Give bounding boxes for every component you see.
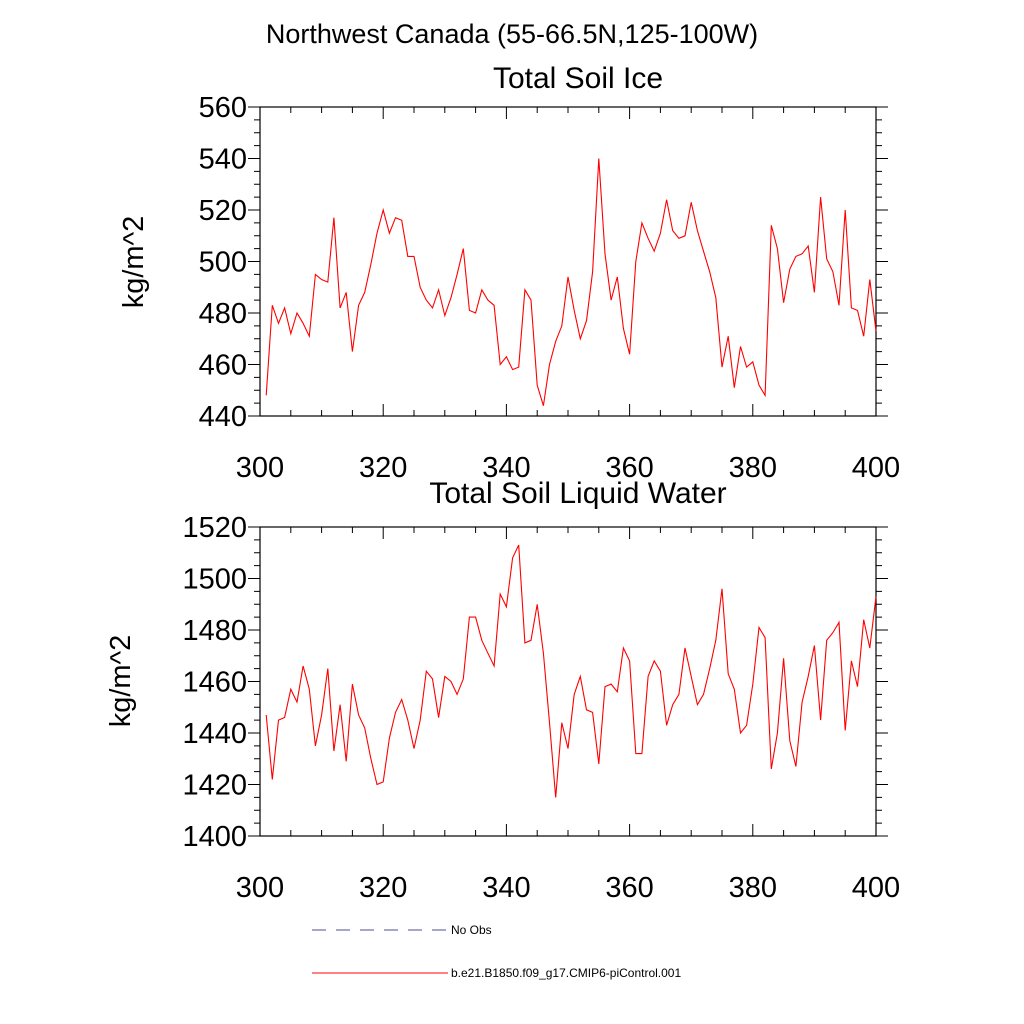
panel-title: Total Soil Liquid Water	[429, 477, 726, 510]
x-tick-label: 320	[359, 452, 407, 484]
x-tick-label: 340	[482, 452, 530, 484]
y-tick-label: 1480	[182, 615, 247, 647]
y-axis-label: kg/m^2	[105, 635, 137, 728]
plot-frame	[259, 526, 877, 837]
x-tick-label: 360	[605, 872, 653, 904]
panel-title: Total Soil Ice	[493, 62, 663, 95]
x-tick-label: 300	[236, 452, 284, 484]
y-tick-label: 1460	[182, 667, 247, 699]
y-tick-label: 440	[199, 401, 247, 433]
y-tick-label: 540	[199, 144, 247, 176]
y-tick-label: 1400	[182, 821, 247, 853]
y-tick-label: 1520	[182, 512, 247, 544]
series-line	[265, 544, 877, 798]
panel-2: Total Soil Liquid Water kg/m^2 300 320 340 36…	[105, 477, 900, 904]
legend-model-label: b.e21.B1850.f09_g17.CMIP6-piControl.001	[451, 966, 681, 980]
plot-frame	[259, 106, 877, 417]
y-axis-label: kg/m^2	[118, 216, 150, 309]
x-tick-label: 380	[729, 872, 777, 904]
y-tick-label: 1440	[182, 718, 247, 750]
x-tick-label: 380	[729, 452, 777, 484]
y-tick-label: 480	[199, 298, 247, 330]
legend: No Obs b.e21.B1850.f09_g17.CMIP6-piContr…	[312, 923, 681, 980]
y-tick-label: 1420	[182, 770, 247, 802]
x-tick-label: 300	[236, 872, 284, 904]
series-line	[265, 158, 877, 406]
y-tick-label: 560	[199, 92, 247, 124]
x-tick-label: 360	[605, 452, 653, 484]
figure-suptitle: Northwest Canada (55-66.5N,125-100W)	[266, 19, 758, 49]
y-tick-label: 460	[199, 350, 247, 382]
y-tick-label: 500	[199, 247, 247, 279]
y-tick-label: 1500	[182, 564, 247, 596]
panels: Total Soil Ice kg/m^2 300 320 340 360 380 400 44…	[105, 62, 900, 904]
x-tick-label: 400	[852, 452, 900, 484]
x-tick-label: 400	[852, 872, 900, 904]
legend-obs-label: No Obs	[451, 923, 492, 937]
y-tick-label: 520	[199, 195, 247, 227]
x-tick-label: 340	[482, 872, 530, 904]
panel-1: Total Soil Ice kg/m^2 300 320 340 360 380 400 44…	[118, 62, 900, 484]
x-tick-label: 320	[359, 872, 407, 904]
